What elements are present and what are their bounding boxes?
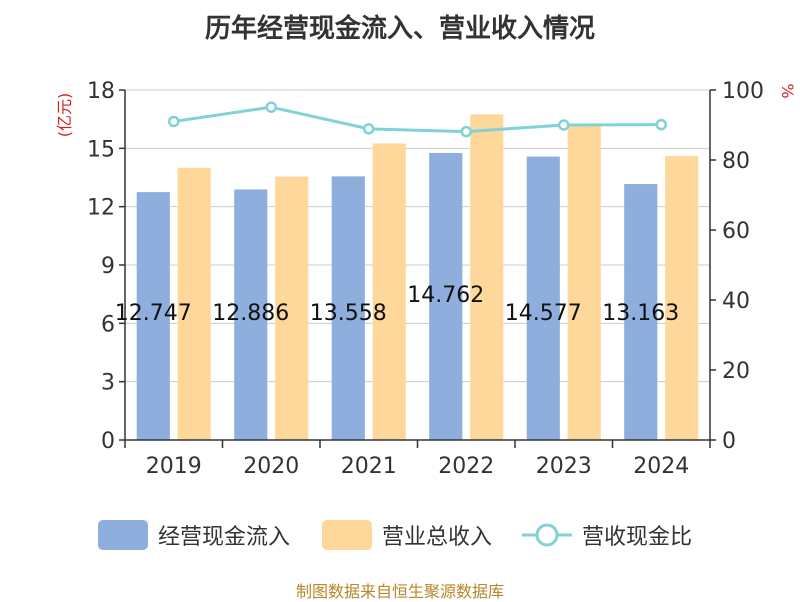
y-right-tick-label: 40 [722,289,750,314]
ratio-point [559,121,568,130]
x-tick-label: 2023 [536,454,592,479]
y-left-tick-label: 18 [87,79,115,104]
legend-item-cash-inflow[interactable]: 经营现金流入 [98,515,290,555]
y-left-tick-label: 6 [101,312,115,337]
bar-cash-inflow [527,157,560,440]
y-left-tick-label: 3 [101,371,115,396]
y-right-tick-label: 0 [722,429,736,454]
y-left-tick-label: 15 [87,137,115,162]
bars [137,114,699,440]
legend-swatch-ratio [522,520,572,550]
y-right-tick-label: 60 [722,219,750,244]
x-tick-label: 2024 [633,454,689,479]
x-tick-label: 2021 [341,454,397,479]
data-label-cash-inflow: 13.558 [310,301,387,326]
y-left-tick-label: 0 [101,429,115,454]
bar-revenue [470,114,503,440]
legend-item-revenue[interactable]: 营业总收入 [322,515,492,555]
data-label-cash-inflow: 14.577 [505,301,582,326]
legend: 经营现金流入 营业总收入 营收现金比 [0,515,800,555]
y-right-tick-label: 100 [722,79,764,104]
data-label-cash-inflow: 14.762 [407,283,484,308]
data-label-cash-inflow: 12.747 [115,301,192,326]
data-label-cash-inflow: 12.886 [212,301,289,326]
ratio-point [657,120,666,129]
data-label-cash-inflow: 13.163 [602,301,679,326]
legend-label-ratio: 营收现金比 [582,519,692,551]
ratio-point [267,103,276,112]
legend-label-revenue: 营业总收入 [382,519,492,551]
y-left-unit: (亿元) [55,93,74,138]
ratio-point [364,124,373,133]
bar-revenue [568,125,601,440]
bar-revenue [665,156,698,440]
x-tick-label: 2022 [438,454,494,479]
ratio-point [169,117,178,126]
x-tick-label: 2020 [243,454,299,479]
legend-swatch-cash-inflow [98,520,148,550]
y-right-tick-label: 20 [722,359,750,384]
y-right-tick-label: 80 [722,149,750,174]
source-note: 制图数据来自恒生聚源数据库 [0,578,800,602]
bar-revenue [373,143,406,440]
legend-swatch-revenue [322,520,372,550]
y-right-unit: % [778,83,797,98]
x-tick-label: 2019 [146,454,202,479]
legend-item-ratio[interactable]: 营收现金比 [522,515,692,555]
y-left-tick-label: 9 [101,254,115,279]
ratio-point [462,127,471,136]
grid-lines [125,90,710,382]
legend-label-cash-inflow: 经营现金流入 [158,519,290,551]
y-left-tick-label: 12 [87,196,115,221]
